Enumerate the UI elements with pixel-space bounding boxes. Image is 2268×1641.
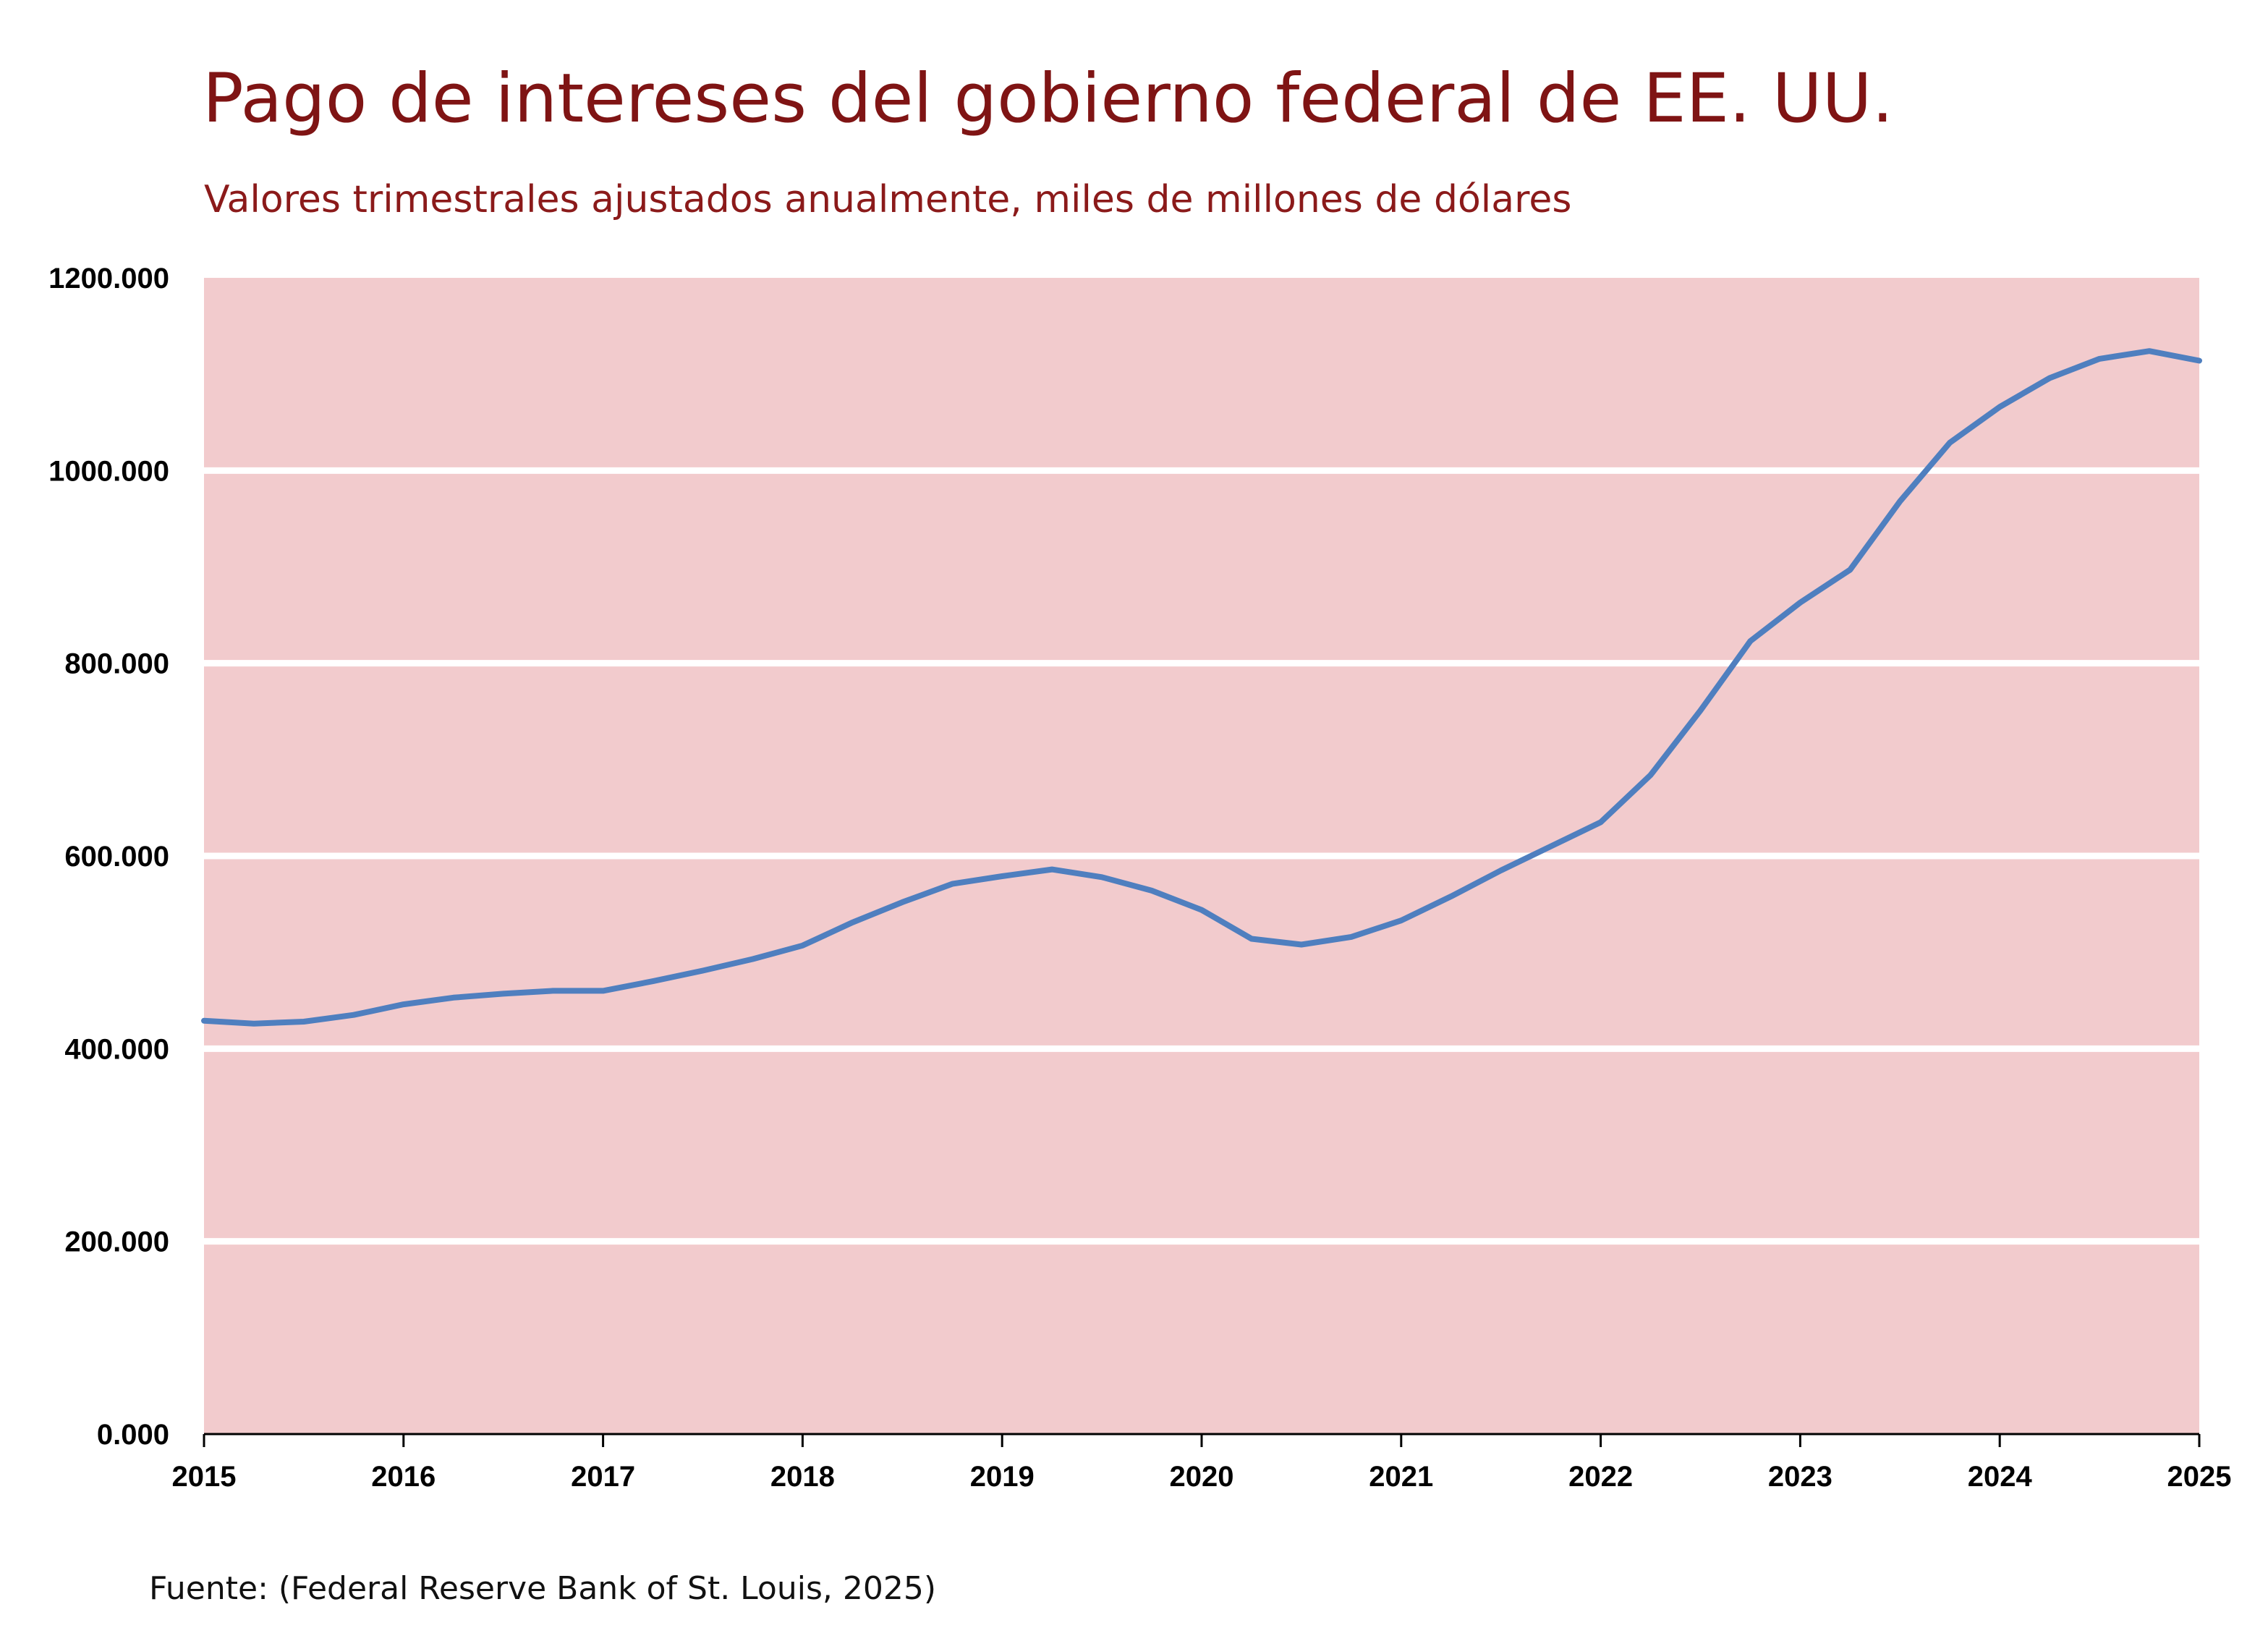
y-tick-label: 0.000 <box>97 1419 169 1451</box>
x-tick-label: 2016 <box>371 1461 436 1493</box>
x-tick-label: 2024 <box>1968 1461 2033 1493</box>
x-tick-label: 2025 <box>2167 1461 2232 1493</box>
y-tick-label: 1200.000 <box>48 263 169 294</box>
gridlines <box>204 467 2199 1245</box>
x-tick-label: 2019 <box>970 1461 1035 1493</box>
x-tick-label: 2021 <box>1369 1461 1433 1493</box>
chart-title: Pago de intereses del gobierno federal d… <box>203 59 1894 138</box>
axes <box>203 1433 2201 1447</box>
line-chart: 0.000 200.000 400.000 600.000 800.000 1000.00… <box>48 263 2232 1493</box>
y-tick-label: 400.000 <box>64 1033 169 1065</box>
y-tick-label: 200.000 <box>64 1226 169 1258</box>
x-tick-label: 2017 <box>571 1461 635 1493</box>
x-tick-label: 2023 <box>1768 1461 1832 1493</box>
series-line <box>201 348 2202 1027</box>
x-tick-label: 2018 <box>770 1461 835 1493</box>
x-axis-ticks: 2015 2016 2017 2018 2019 2020 2021 2022 2023 2024… <box>172 1461 2232 1493</box>
y-tick-label: 1000.000 <box>48 455 169 487</box>
x-tick-label: 2020 <box>1170 1461 1234 1493</box>
y-axis-ticks: 0.000 200.000 400.000 600.000 800.000 1000.00… <box>48 263 169 1451</box>
source-note: Fuente: (Federal Reserve Bank of St. Lou… <box>149 1570 936 1607</box>
x-tick-label: 2015 <box>172 1461 237 1493</box>
y-tick-label: 600.000 <box>64 841 169 873</box>
x-tick-label: 2022 <box>1568 1461 1633 1493</box>
y-tick-label: 800.000 <box>64 648 169 680</box>
chart-subtitle: Valores trimestrales ajustados anualment… <box>204 178 1572 221</box>
